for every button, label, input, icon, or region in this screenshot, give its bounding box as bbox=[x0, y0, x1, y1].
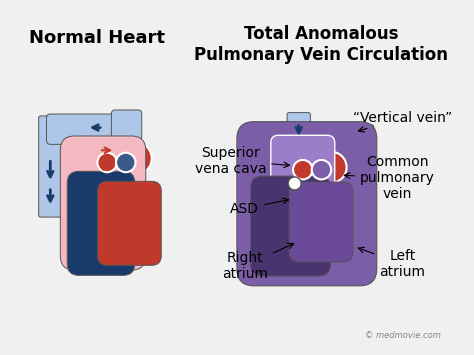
FancyBboxPatch shape bbox=[237, 122, 377, 286]
FancyBboxPatch shape bbox=[111, 110, 142, 140]
Text: Total Anomalous
Pulmonary Vein Circulation: Total Anomalous Pulmonary Vein Circulati… bbox=[194, 25, 448, 64]
FancyBboxPatch shape bbox=[354, 125, 374, 161]
FancyBboxPatch shape bbox=[60, 136, 146, 270]
Text: “Vertical vein”: “Vertical vein” bbox=[353, 111, 452, 132]
Text: ASD: ASD bbox=[230, 198, 289, 215]
Ellipse shape bbox=[316, 152, 346, 183]
FancyBboxPatch shape bbox=[98, 181, 161, 265]
FancyBboxPatch shape bbox=[289, 182, 353, 262]
Text: Superior
vena cava: Superior vena cava bbox=[195, 146, 290, 176]
FancyBboxPatch shape bbox=[39, 116, 62, 217]
FancyBboxPatch shape bbox=[255, 136, 358, 162]
Circle shape bbox=[293, 160, 312, 179]
FancyBboxPatch shape bbox=[67, 171, 135, 275]
Text: © medmovie.com: © medmovie.com bbox=[365, 331, 440, 340]
FancyBboxPatch shape bbox=[46, 114, 127, 144]
Text: Right
atrium: Right atrium bbox=[222, 244, 293, 281]
Circle shape bbox=[97, 153, 117, 172]
FancyBboxPatch shape bbox=[251, 176, 330, 276]
Text: Normal Heart: Normal Heart bbox=[29, 29, 165, 47]
Circle shape bbox=[116, 153, 136, 172]
FancyBboxPatch shape bbox=[271, 135, 335, 191]
Circle shape bbox=[288, 177, 301, 190]
FancyBboxPatch shape bbox=[287, 113, 310, 157]
Text: Left
atrium: Left atrium bbox=[358, 247, 425, 279]
Circle shape bbox=[312, 160, 331, 179]
Text: Common
pulmonary
vein: Common pulmonary vein bbox=[344, 155, 435, 201]
Ellipse shape bbox=[119, 142, 152, 175]
